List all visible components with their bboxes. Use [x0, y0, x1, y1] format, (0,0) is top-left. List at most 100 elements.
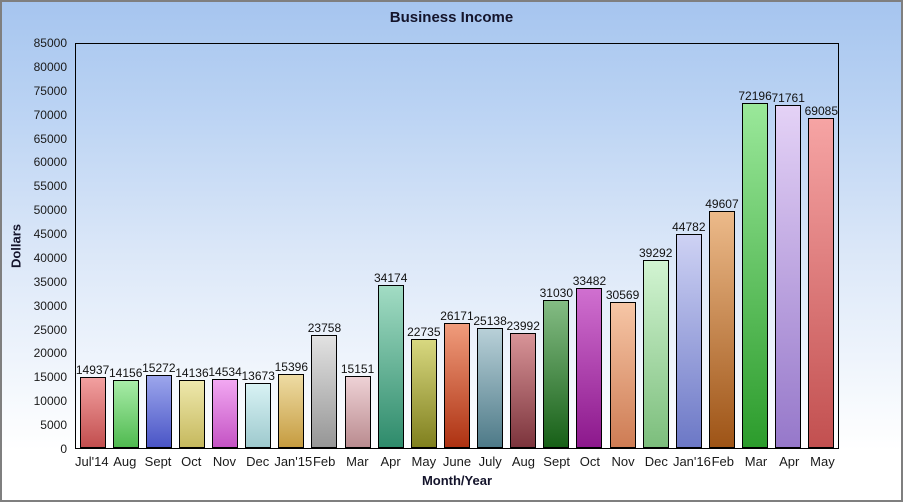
bar-slot: 44782	[672, 220, 706, 448]
y-tick-label: 40000	[33, 250, 67, 265]
bar-slot: 14937	[76, 363, 109, 448]
x-tick-label: Jan'16	[672, 454, 711, 469]
bar-value-label: 14534	[208, 364, 242, 379]
bar	[708, 211, 735, 448]
bar	[510, 333, 537, 448]
y-tick-label: 35000	[33, 274, 67, 289]
x-tick-label: Sept	[144, 454, 172, 469]
chart-title: Business Income	[389, 9, 514, 26]
bar-value-label: 23758	[307, 320, 342, 335]
bar-value-label: 14136	[175, 366, 209, 381]
bar-slot: 49607	[705, 197, 739, 448]
bar	[477, 327, 504, 448]
x-tick-label: Nov	[212, 454, 237, 469]
x-tick-label: Jul'14	[75, 454, 109, 469]
x-tick-label: Aug	[511, 454, 536, 469]
bar-value-label: 49607	[705, 197, 739, 212]
bar-slot: 71761	[772, 91, 805, 448]
bar-value-label: 22735	[407, 325, 441, 340]
y-tick-label: 50000	[33, 203, 67, 218]
y-tick-label: 45000	[33, 227, 67, 242]
y-tick-label: 70000	[33, 107, 67, 122]
bar	[178, 380, 205, 448]
y-tick-label: 80000	[33, 59, 67, 74]
bar-value-label: 13673	[241, 368, 275, 383]
bar	[278, 374, 305, 448]
x-tick-label: Jan'15	[274, 454, 313, 469]
bar	[245, 382, 272, 448]
bar-value-label: 39292	[639, 246, 673, 261]
y-tick-label: 5000	[40, 418, 67, 433]
bar-slot: 69085	[805, 104, 838, 448]
x-axis-labels: Jul'14 Aug Sept Oct Nov Dec Jan'15 Feb Mar Apr May…	[75, 454, 839, 469]
bar-value-label: 26171	[440, 309, 474, 323]
bar-slot: 13673	[242, 369, 275, 448]
bar	[742, 103, 769, 448]
x-tick-label: Apr	[380, 454, 401, 469]
bar-slot: 15272	[142, 361, 176, 448]
bar-slot: 34174	[374, 271, 407, 448]
bar	[79, 376, 106, 448]
bar	[443, 323, 470, 448]
bar-value-label: 15396	[274, 360, 308, 375]
x-tick-label: Oct	[579, 454, 600, 469]
bar	[112, 380, 139, 448]
bar	[675, 234, 702, 448]
bar-value-label: 71761	[771, 91, 805, 106]
bar-slot: 33482	[573, 274, 606, 448]
x-tick-label: May	[411, 454, 437, 469]
bar	[344, 375, 371, 448]
bar	[642, 260, 669, 448]
x-tick-label: June	[442, 454, 472, 469]
y-tick-label: 10000	[33, 394, 67, 409]
bar-slot: 15396	[275, 360, 308, 448]
y-tick-label: 25000	[33, 322, 67, 337]
bar	[543, 299, 570, 448]
bar-slot: 23992	[507, 319, 540, 448]
bar-value-label: 31030	[539, 285, 573, 300]
x-tick-label: Mar	[744, 454, 768, 469]
bar-slot: 39292	[639, 246, 672, 448]
bar-slot: 14136	[175, 366, 209, 448]
y-tick-label: 85000	[33, 36, 67, 50]
bar-slot: 14534	[208, 364, 242, 448]
y-tick-label: 15000	[33, 370, 67, 385]
bar-value-label: 15272	[142, 361, 176, 376]
bar-value-label: 14156	[109, 366, 143, 381]
bar	[410, 339, 437, 448]
bar	[311, 334, 338, 448]
bar-slot: 26171	[440, 309, 474, 448]
bar-slot: 14156	[109, 366, 142, 448]
x-tick-label: Feb	[312, 454, 336, 469]
bar-value-label: 72196	[738, 89, 772, 104]
x-tick-label: Sept	[543, 454, 571, 469]
bar	[808, 118, 835, 448]
y-tick-label: 55000	[33, 179, 67, 194]
bar-slot: 72196	[738, 89, 772, 448]
x-tick-label: Dec	[644, 454, 668, 469]
bar-value-label: 15151	[340, 361, 375, 376]
bar	[609, 302, 636, 448]
y-tick-label: 20000	[33, 346, 67, 361]
bar	[145, 375, 172, 448]
x-tick-label: July	[478, 454, 502, 469]
bar-slot: 23758	[308, 321, 341, 448]
bar-value-label: 34174	[374, 270, 408, 285]
bar-value-label: 69085	[804, 104, 838, 119]
y-tick-label: 60000	[33, 155, 67, 170]
bars-container: 14937 14156 15272 14136 14534 13673 15396 23758…	[76, 44, 838, 448]
x-tick-label: Oct	[181, 454, 202, 469]
bar	[377, 284, 404, 448]
bar-slot: 31030	[540, 286, 573, 448]
x-tick-label: May	[810, 454, 835, 469]
x-tick-label: Mar	[346, 454, 369, 469]
bar	[576, 288, 603, 448]
bar-slot: 22735	[407, 325, 441, 448]
bar-value-label: 25138	[473, 313, 507, 328]
bar-slot: 30569	[606, 288, 639, 448]
y-tick-label: 65000	[33, 131, 67, 146]
bar-value-label: 14937	[75, 362, 110, 377]
bar-value-label: 33482	[572, 274, 607, 289]
bar-slot: 15151	[341, 362, 374, 448]
